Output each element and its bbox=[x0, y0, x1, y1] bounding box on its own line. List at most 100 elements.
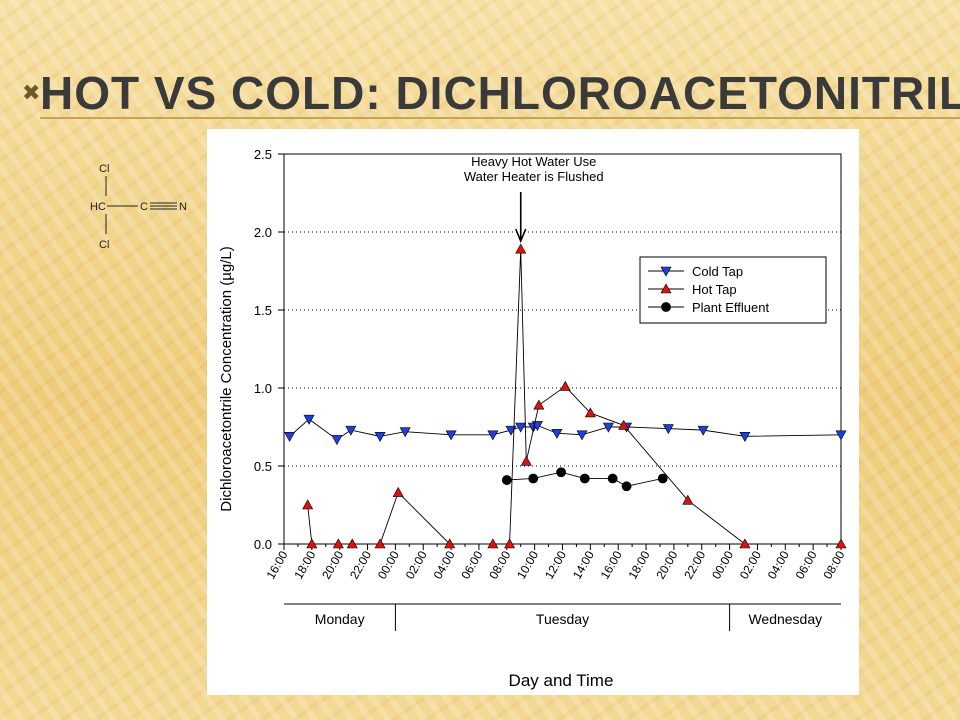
point-cold-tap-14 bbox=[602, 422, 614, 433]
legend: Cold Tap Hot Tap Plant Effluent bbox=[639, 256, 827, 324]
x-tick-label-9: 10:00 bbox=[514, 548, 541, 581]
title-bullet-icon: ✖ bbox=[22, 80, 41, 105]
point-hot-tap-0 bbox=[302, 499, 314, 510]
y-tick-label-5: 2.5 bbox=[254, 147, 272, 162]
x-tick-label-18: 04:00 bbox=[765, 548, 792, 581]
concentration-chart: 0.00.51.01.52.02.516:00 18:00 20:00 22:00 00… bbox=[218, 147, 848, 690]
point-hot-tap-16 bbox=[739, 538, 751, 549]
annotation-arrow-head bbox=[514, 228, 527, 244]
x-tick-label-15: 22:00 bbox=[681, 548, 708, 581]
point-cold-tap-19 bbox=[835, 430, 847, 441]
y-tick-label-0: 0.0 bbox=[254, 537, 272, 552]
x-tick-label-2: 20:00 bbox=[319, 548, 346, 581]
atom-hc: HC bbox=[90, 201, 106, 213]
point-cold-tap-12 bbox=[551, 428, 563, 439]
point-hot-tap-3 bbox=[346, 538, 358, 549]
axes: 0.00.51.01.52.02.516:00 18:00 20:00 22:00 00… bbox=[254, 147, 848, 631]
atom-cl-top: Cl bbox=[99, 163, 109, 175]
x-tick-label-5: 02:00 bbox=[403, 548, 430, 581]
point-hot-tap-2 bbox=[332, 538, 344, 549]
x-tick-label-13: 18:00 bbox=[626, 548, 653, 581]
point-cold-tap-9 bbox=[515, 422, 527, 433]
x-tick-label-17: 02:00 bbox=[737, 548, 764, 581]
legend-marker-cold-tap bbox=[660, 266, 672, 277]
series-line-cold-tap bbox=[289, 418, 842, 441]
point-hot-tap-13 bbox=[584, 407, 596, 418]
annotation-line-0: Heavy Hot Water Use bbox=[471, 154, 596, 169]
series-hot-tap bbox=[302, 243, 847, 549]
legend-label-hot-tap: Hot Tap bbox=[692, 282, 737, 297]
point-plant-effluent-2 bbox=[556, 467, 567, 478]
point-plant-effluent-5 bbox=[621, 481, 632, 492]
point-cold-tap-0 bbox=[284, 432, 296, 442]
atom-cl-bottom: Cl bbox=[99, 239, 109, 251]
point-cold-tap-16 bbox=[662, 424, 674, 435]
day-label-tuesday: Tuesday bbox=[536, 611, 589, 627]
point-hot-tap-14 bbox=[618, 419, 630, 430]
annotation-line-1: Water Heater is Flushed bbox=[464, 169, 604, 184]
x-tick-label-12: 16:00 bbox=[598, 548, 625, 581]
x-tick-label-20: 08:00 bbox=[820, 548, 847, 581]
point-cold-tap-5 bbox=[399, 427, 411, 438]
point-cold-tap-4 bbox=[374, 432, 386, 442]
series-cold-tap bbox=[284, 414, 847, 446]
atom-c: C bbox=[140, 201, 148, 213]
legend-label-cold-tap: Cold Tap bbox=[692, 264, 743, 279]
plot-frame bbox=[283, 153, 842, 545]
atom-n: N bbox=[179, 201, 187, 213]
day-label-monday: Monday bbox=[315, 611, 365, 627]
point-cold-tap-13 bbox=[576, 430, 588, 441]
legend-label-plant-effluent: Plant Effluent bbox=[692, 300, 769, 315]
point-cold-tap-7 bbox=[487, 430, 499, 441]
point-hot-tap-7 bbox=[487, 538, 499, 549]
dichloroacetonitrile-structure: Cl HC C N Cl bbox=[90, 163, 187, 251]
point-hot-tap-9 bbox=[515, 243, 527, 254]
chart-panel: 0.0 0.5 1.0 1.5 2.0 2.5 16:00 18:00 20:00 22:00 00… bbox=[207, 129, 859, 695]
slide-title: Hot vs Cold: Dichloroacetonitrile bbox=[40, 67, 960, 119]
point-hot-tap-5 bbox=[392, 486, 404, 497]
point-hot-tap-1 bbox=[306, 538, 318, 549]
point-plant-effluent-0 bbox=[501, 475, 512, 485]
x-tick-label-19: 06:00 bbox=[793, 548, 820, 581]
point-hot-tap-10 bbox=[520, 455, 532, 466]
x-tick-label-11: 14:00 bbox=[570, 548, 597, 581]
x-tick-label-8: 08:00 bbox=[486, 548, 513, 581]
x-axis-label: Day and Time bbox=[509, 671, 614, 690]
point-cold-tap-18 bbox=[739, 432, 751, 442]
point-hot-tap-17 bbox=[835, 538, 847, 549]
x-tick-label-16: 00:00 bbox=[709, 548, 736, 581]
x-tick-label-1: 18:00 bbox=[291, 548, 318, 581]
data-series bbox=[284, 243, 847, 549]
title-divider bbox=[40, 117, 960, 119]
x-tick-label-6: 04:00 bbox=[431, 548, 458, 581]
point-plant-effluent-4 bbox=[607, 473, 618, 484]
point-cold-tap-1 bbox=[303, 414, 315, 425]
point-plant-effluent-3 bbox=[579, 473, 590, 484]
y-tick-label-1: 0.5 bbox=[254, 459, 272, 474]
x-tick-label-7: 06:00 bbox=[458, 548, 485, 581]
point-plant-effluent-1 bbox=[528, 473, 539, 484]
y-tick-label-4: 2.0 bbox=[254, 225, 272, 240]
x-tick-label-0: 16:00 bbox=[263, 548, 290, 581]
point-hot-tap-15 bbox=[682, 494, 694, 505]
legend-marker-plant-effluent bbox=[661, 302, 671, 312]
point-cold-tap-2 bbox=[331, 435, 343, 446]
series-plant-effluent bbox=[501, 467, 668, 492]
point-hot-tap-12 bbox=[559, 380, 571, 391]
point-cold-tap-17 bbox=[697, 425, 709, 436]
y-tick-label-2: 1.0 bbox=[254, 381, 272, 396]
legend-marker-hot-tap bbox=[660, 283, 672, 294]
legend-box bbox=[639, 256, 827, 324]
point-cold-tap-6 bbox=[445, 430, 457, 441]
day-label-wednesday: Wednesday bbox=[748, 611, 822, 627]
y-tick-label-3: 1.5 bbox=[254, 303, 272, 318]
point-hot-tap-8 bbox=[504, 538, 516, 549]
point-hot-tap-11 bbox=[533, 399, 545, 410]
x-tick-label-3: 22:00 bbox=[347, 548, 374, 581]
point-cold-tap-3 bbox=[345, 425, 357, 436]
x-tick-label-14: 20:00 bbox=[653, 548, 680, 581]
x-tick-label-10: 12:00 bbox=[542, 548, 569, 581]
point-hot-tap-6 bbox=[444, 538, 456, 549]
point-hot-tap-4 bbox=[374, 538, 386, 549]
